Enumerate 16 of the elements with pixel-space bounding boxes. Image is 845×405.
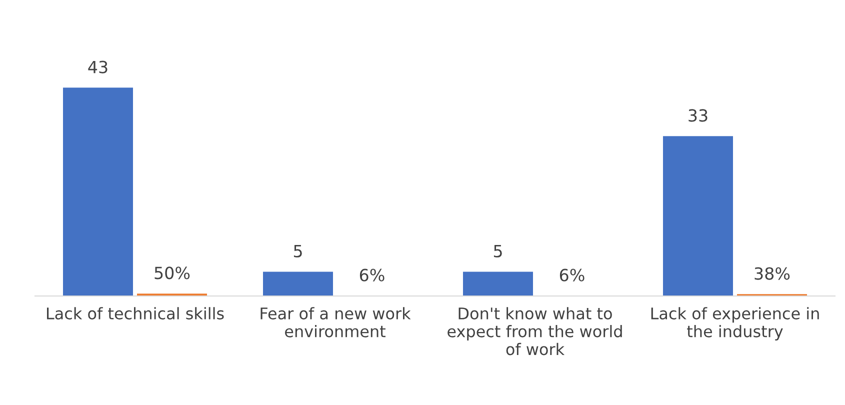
data-label: 43 xyxy=(88,60,108,74)
data-label: 50% xyxy=(154,266,190,280)
x-tick-label: Fear of a new work environment xyxy=(260,307,411,338)
data-label: 6% xyxy=(560,268,584,282)
data-label: 38% xyxy=(754,267,790,280)
bar xyxy=(63,88,133,296)
bar xyxy=(263,272,333,296)
bar xyxy=(463,272,533,296)
data-label: 5 xyxy=(294,245,302,258)
bar xyxy=(663,136,733,296)
x-tick-label: Don't know what to expect from the world of work xyxy=(448,307,622,356)
x-tick-label: Lack of technical skills xyxy=(47,307,224,320)
data-label: 6% xyxy=(360,268,384,282)
data-label: 5 xyxy=(494,245,502,258)
x-tick-label: Lack of experience in the industry xyxy=(651,307,819,340)
data-label: 33 xyxy=(688,109,708,122)
